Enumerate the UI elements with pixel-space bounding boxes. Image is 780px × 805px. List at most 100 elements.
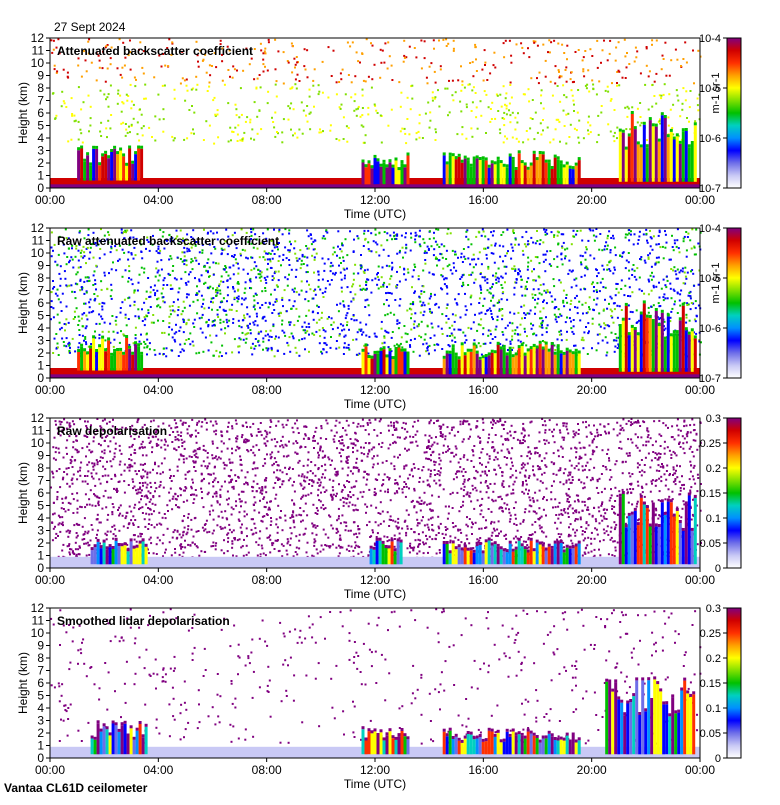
y-tick-label: 2 [37,346,44,360]
x-tick-label: 00:00 [685,763,715,777]
x-tick-label: 12:00 [360,193,390,207]
colorbar [727,38,741,188]
y-tick-label: 3 [37,144,44,158]
colorbar-tick-label: 10-7 [699,183,721,195]
x-tick-label: 00:00 [685,573,715,587]
x-tick-label: 00:00 [35,383,65,397]
y-tick-label: 5 [37,119,44,133]
y-tick-label: 9 [37,449,44,463]
y-tick-label: 11 [32,614,45,628]
x-tick-label: 20:00 [577,573,607,587]
y-tick-label: 6 [37,296,44,310]
y-tick-label: 12 [31,221,45,235]
y-tick-label: 5 [37,309,44,323]
y-tick-label: 2 [37,536,44,550]
colorbar-tick-label: 10-6 [699,133,721,145]
y-tick-label: 10 [31,436,45,450]
y-tick-label: 9 [37,639,44,653]
y-tick-label: 12 [31,601,45,615]
x-tick-label: 20:00 [577,763,607,777]
colorbar-tick-label: 10-7 [699,373,721,385]
y-tick-label: 8 [37,651,44,665]
y-tick-label: 1 [37,739,44,753]
y-axis-label: Height (km) [16,272,30,334]
colorbar [727,228,741,378]
panel-title: Attenuated backscatter coefficient [57,44,253,58]
y-tick-label: 1 [37,359,44,373]
y-tick-label: 4 [37,131,44,145]
colorbar-tick-label: 0.3 [706,603,721,615]
y-tick-label: 12 [31,411,45,425]
y-tick-label: 10 [31,246,45,260]
x-axis-label: Time (UTC) [344,397,406,411]
x-tick-label: 08:00 [252,193,282,207]
y-tick-label: 5 [37,499,44,513]
colorbar [727,608,741,758]
colorbar-tick-label: 0 [715,753,721,765]
y-tick-label: 4 [37,511,44,525]
x-axis-label: Time (UTC) [344,777,406,791]
x-tick-label: 04:00 [143,383,173,397]
colorbar-tick-label: 0.1 [706,513,721,525]
colorbar-unit-label: m-1 sr-1 [710,73,722,114]
y-tick-label: 7 [37,94,44,108]
colorbar-tick-label: 0.15 [700,678,721,690]
y-tick-label: 6 [37,486,44,500]
y-tick-label: 5 [37,689,44,703]
x-tick-label: 00:00 [685,193,715,207]
x-axis-label: Time (UTC) [344,587,406,601]
y-tick-label: 6 [37,106,44,120]
y-tick-label: 3 [37,524,44,538]
y-tick-label: 10 [31,56,45,70]
y-tick-label: 8 [37,271,44,285]
colorbar-tick-label: 0.15 [700,488,721,500]
y-tick-label: 11 [32,424,45,438]
y-tick-label: 8 [37,81,44,95]
y-tick-label: 3 [37,334,44,348]
y-tick-label: 1 [37,169,44,183]
x-tick-label: 12:00 [360,573,390,587]
x-tick-label: 08:00 [252,763,282,777]
y-tick-label: 2 [37,726,44,740]
colorbar-unit-label: m-1 sr-1 [710,263,722,304]
y-tick-label: 10 [31,626,45,640]
y-tick-label: 6 [37,676,44,690]
x-tick-label: 12:00 [360,763,390,777]
x-tick-label: 00:00 [35,763,65,777]
date-label: 27 Sept 2024 [54,20,125,34]
y-tick-label: 9 [37,69,44,83]
x-tick-label: 16:00 [468,383,498,397]
x-tick-label: 00:00 [685,383,715,397]
x-tick-label: 04:00 [143,193,173,207]
colorbar-tick-label: 0.2 [706,463,721,475]
station-label: Vantaa CL61D ceilometer [4,781,147,795]
x-tick-label: 00:00 [35,573,65,587]
x-tick-label: 20:00 [577,193,607,207]
panel-title: Smoothed lidar depolarisation [57,614,230,628]
y-tick-label: 12 [31,31,45,45]
y-tick-label: 4 [37,701,44,715]
colorbar [727,418,741,568]
y-tick-label: 9 [37,259,44,273]
colorbar-tick-label: 0.25 [700,628,721,640]
y-tick-label: 11 [32,234,45,248]
y-tick-label: 1 [37,549,44,563]
colorbar-tick-label: 0 [715,563,721,575]
y-tick-label: 3 [37,714,44,728]
x-tick-label: 08:00 [252,573,282,587]
y-axis-label: Height (km) [16,652,30,714]
x-tick-label: 20:00 [577,383,607,397]
panel-title: Raw attenuated backscatter coefficient [57,234,279,248]
colorbar-tick-label: 0.05 [700,728,721,740]
colorbar-tick-label: 0.1 [706,703,721,715]
x-tick-label: 16:00 [468,763,498,777]
y-axis-label: Height (km) [16,82,30,144]
x-axis-label: Time (UTC) [344,207,406,221]
y-tick-label: 2 [37,156,44,170]
x-tick-label: 04:00 [143,573,173,587]
colorbar-tick-label: 10-4 [699,33,721,45]
y-tick-label: 7 [37,474,44,488]
colorbar-tick-label: 0.2 [706,653,721,665]
